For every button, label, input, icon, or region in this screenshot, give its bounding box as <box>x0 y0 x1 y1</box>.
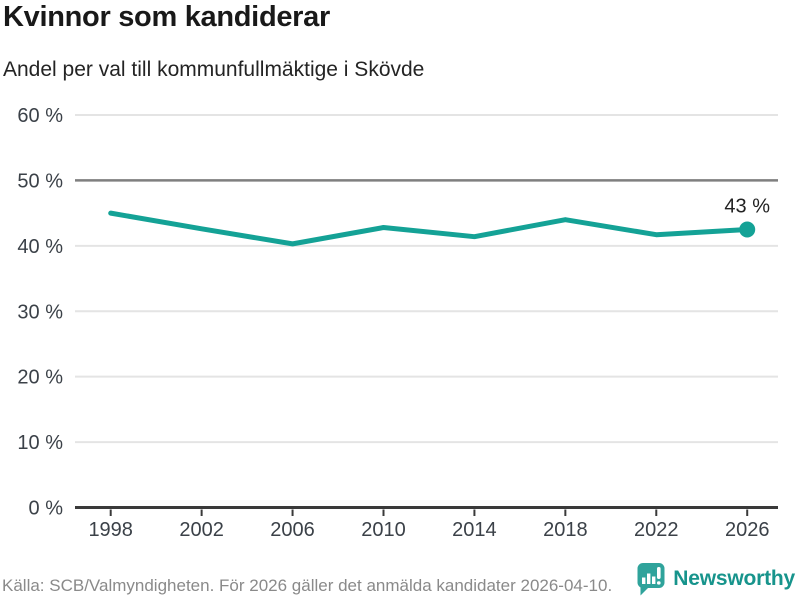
x-tick-label: 2014 <box>452 519 497 541</box>
line-chart: 0 % 10 % 20 % 30 % 40 % 50 % 60 % 1998 2002 2006 2… <box>17 105 778 541</box>
x-tick-label: 1998 <box>88 519 133 541</box>
x-tick-label: 2018 <box>543 519 588 541</box>
y-tick-label: 20 % <box>17 367 63 389</box>
x-tick-label: 2022 <box>634 519 679 541</box>
x-tick-label: 2010 <box>361 519 406 541</box>
chart-title: Kvinnor som kandiderar <box>3 1 330 33</box>
x-tick-label: 2006 <box>270 519 315 541</box>
y-tick-label: 60 % <box>17 105 63 127</box>
data-line <box>108 210 750 247</box>
brand-name: Newsworthy <box>673 567 795 590</box>
x-tick-label: 2026 <box>725 519 770 541</box>
source-note: Källa: SCB/Valmyndigheten. För 2026 gäll… <box>2 576 613 595</box>
newsworthy-brand-link[interactable]: Newsworthy <box>636 562 795 596</box>
y-tick-label: 10 % <box>17 432 63 454</box>
end-point-marker <box>739 221 756 238</box>
chart-subtitle: Andel per val till kommunfullmäktige i S… <box>3 58 425 81</box>
y-tick-label: 50 % <box>17 170 63 192</box>
y-tick-label: 40 % <box>17 236 63 258</box>
x-tick-label: 2002 <box>179 519 224 541</box>
end-point-label: 43 % <box>724 195 770 217</box>
y-tick-label: 0 % <box>29 498 64 520</box>
y-tick-label: 30 % <box>17 301 63 323</box>
newsworthy-logo-icon <box>637 563 665 596</box>
